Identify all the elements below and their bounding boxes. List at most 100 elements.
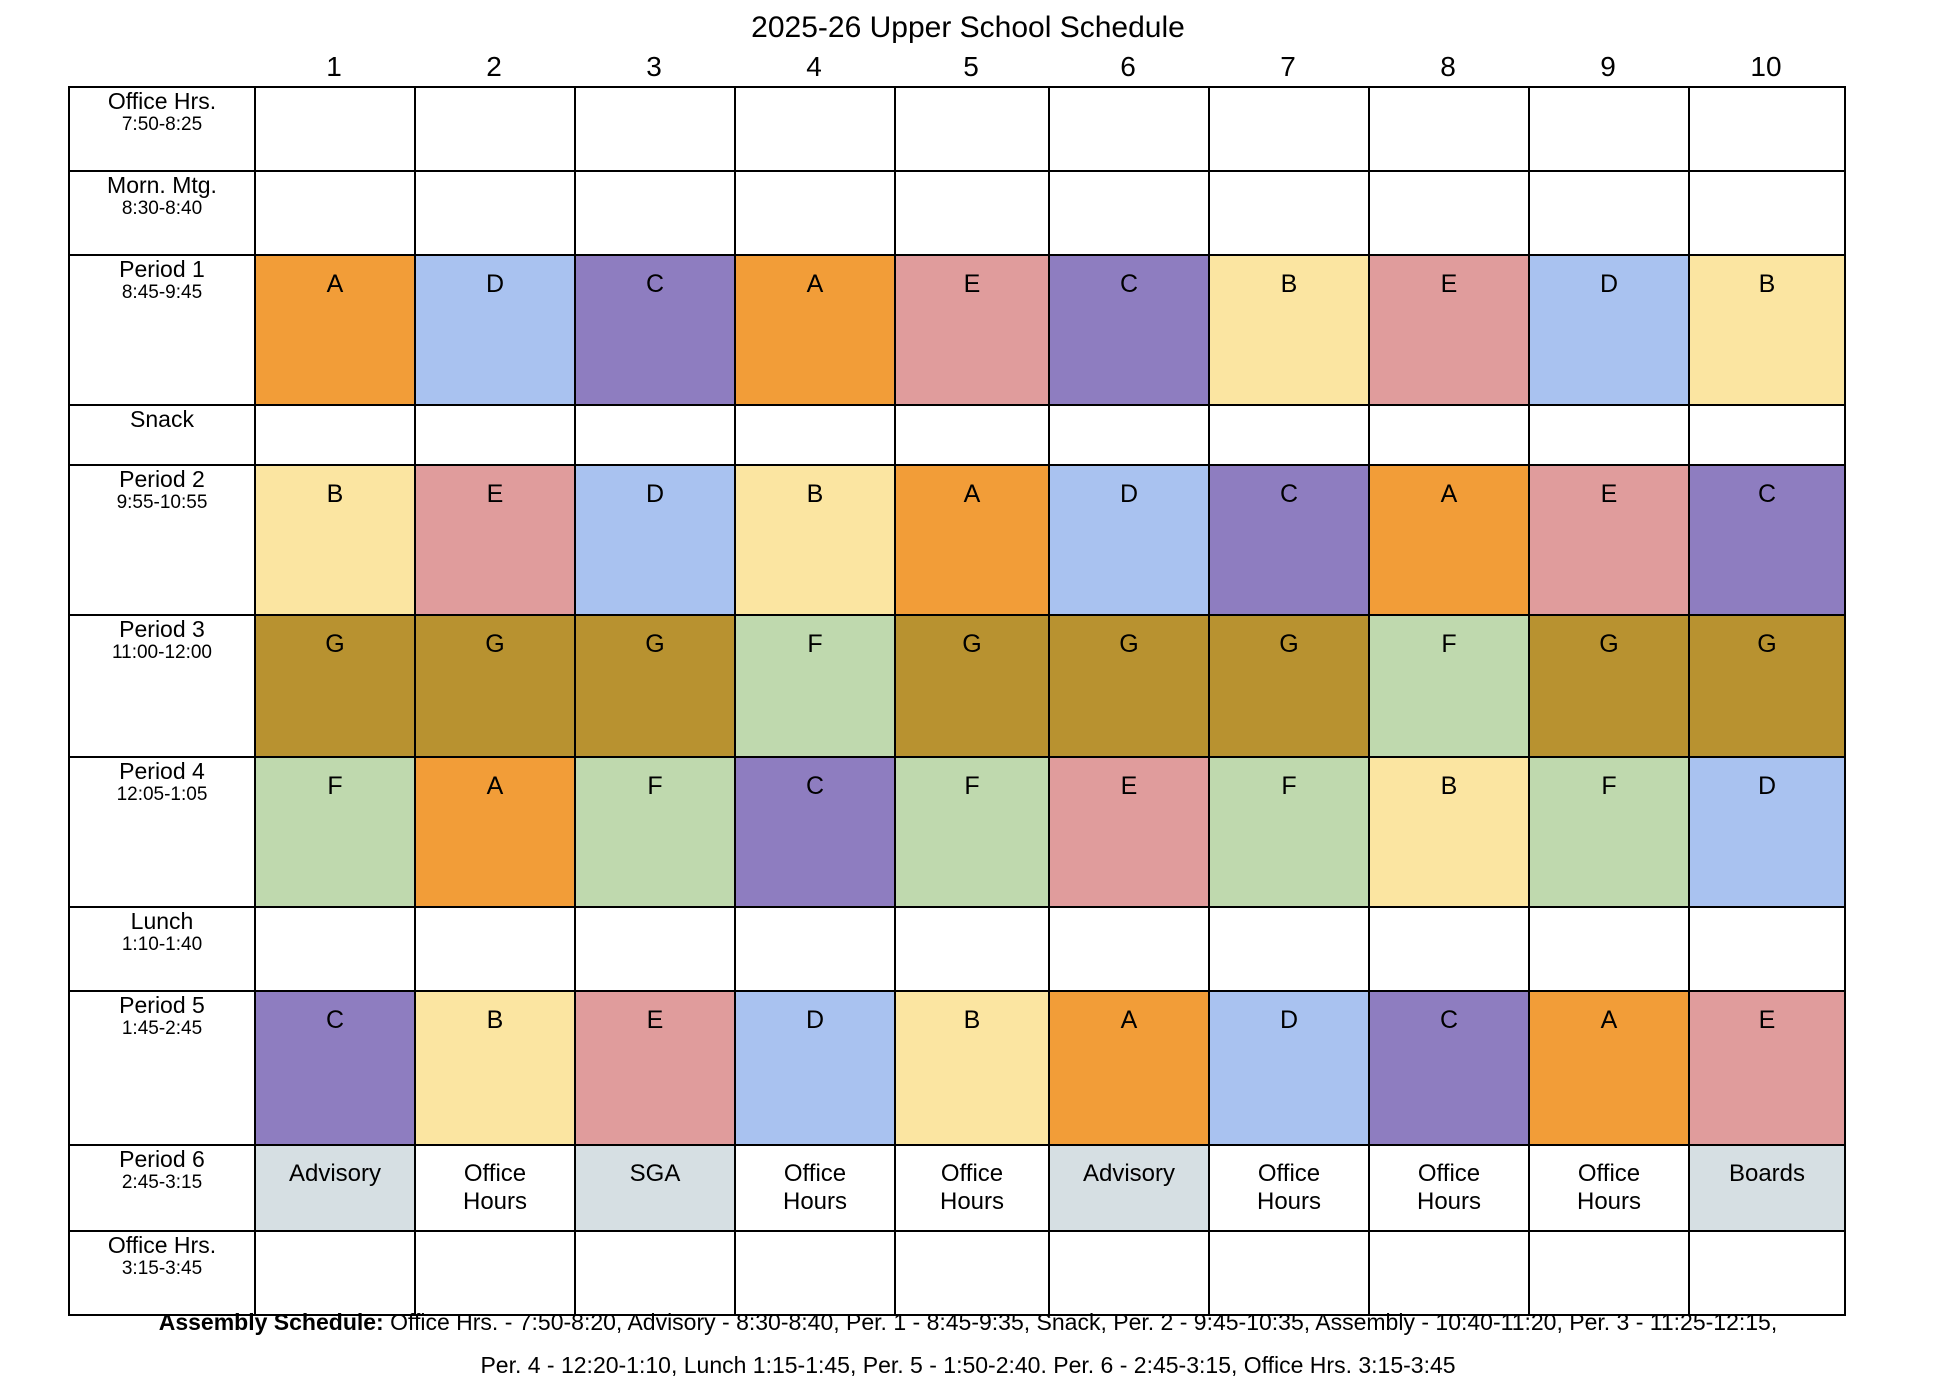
schedule-grid: Office Hrs. 7:50-8:25 Morn. Mtg. 8:30-8:40 P… — [68, 86, 1846, 1316]
row-label: Office Hrs. 7:50-8:25 — [68, 86, 256, 172]
day-header-8: 8 — [1440, 51, 1456, 82]
schedule-cell — [1048, 170, 1210, 256]
row-label-name: Period 6 — [119, 1146, 205, 1172]
block-letter: G — [1279, 630, 1299, 658]
schedule-cell: Office Hours — [1528, 1144, 1690, 1232]
schedule-cell: E — [574, 990, 736, 1146]
schedule-cell: B — [1208, 254, 1370, 406]
block-letter: E — [486, 480, 504, 508]
schedule-cell: F — [254, 756, 416, 908]
block-letter: F — [964, 772, 980, 800]
day-header-3: 3 — [646, 51, 662, 82]
schedule-cell — [574, 170, 736, 256]
block-letter: B — [486, 1006, 504, 1034]
schedule-cell — [1048, 1230, 1210, 1316]
schedule-row: Lunch 1:10-1:40 — [68, 906, 1846, 992]
schedule-cell: F — [574, 756, 736, 908]
schedule-cell — [1368, 86, 1530, 172]
row-label-time: 11:00-12:00 — [111, 642, 212, 663]
row-label: Morn. Mtg. 8:30-8:40 — [68, 170, 256, 256]
schedule-cell: SGA — [574, 1144, 736, 1232]
schedule-cell — [894, 170, 1050, 256]
day-header-6: 6 — [1120, 51, 1136, 82]
schedule-cell: B — [894, 990, 1050, 1146]
schedule-cell: D — [1208, 990, 1370, 1146]
block-letter: B — [326, 480, 344, 508]
schedule-row: Morn. Mtg. 8:30-8:40 — [68, 170, 1846, 256]
block-letter: F — [1281, 772, 1297, 800]
schedule-cell — [254, 1230, 416, 1316]
block-letter: E — [646, 1006, 664, 1034]
block-letter: F — [1601, 772, 1617, 800]
row-label-time: 1:45-2:45 — [121, 1018, 203, 1039]
activity-label: Office Hours — [417, 1147, 573, 1216]
schedule-cell: E — [414, 464, 576, 616]
schedule-cell — [1208, 906, 1370, 992]
schedule-cell: B — [254, 464, 416, 616]
schedule-cell — [574, 906, 736, 992]
block-letter: D — [645, 480, 665, 508]
row-label: Lunch 1:10-1:40 — [68, 906, 256, 992]
schedule-cell: G — [1528, 614, 1690, 758]
block-letter: C — [1279, 480, 1299, 508]
schedule-cell — [1208, 404, 1370, 466]
schedule-cell: E — [894, 254, 1050, 406]
schedule-cell: A — [1368, 464, 1530, 616]
schedule-cell — [414, 404, 576, 466]
schedule-row: Period 4 12:05-1:05 F A F C F E F B F D — [68, 756, 1846, 908]
block-letter: G — [1599, 630, 1619, 658]
schedule-cell: Advisory — [1048, 1144, 1210, 1232]
schedule-cell — [574, 86, 736, 172]
row-label-name: Lunch — [130, 908, 194, 934]
schedule-cell — [734, 170, 896, 256]
block-letter: A — [326, 270, 344, 298]
block-letter: G — [325, 630, 345, 658]
row-label-time: 8:45-9:45 — [121, 282, 203, 303]
row-label: Period 2 9:55-10:55 — [68, 464, 256, 616]
day-header-1: 1 — [326, 51, 342, 82]
schedule-cell — [1528, 86, 1690, 172]
schedule-cell — [1208, 1230, 1370, 1316]
block-letter: A — [806, 270, 824, 298]
schedule-cell: Office Hours — [894, 1144, 1050, 1232]
activity-label: Advisory — [257, 1147, 413, 1188]
schedule-cell — [574, 1230, 736, 1316]
row-label-name: Period 1 — [119, 256, 205, 282]
block-letter: D — [1599, 270, 1619, 298]
schedule-cell: Office Hours — [414, 1144, 576, 1232]
schedule-cell — [1048, 906, 1210, 992]
schedule-row: Period 1 8:45-9:45 A D C A E C B E D B — [68, 254, 1846, 406]
day-header-9: 9 — [1600, 51, 1616, 82]
schedule-title: 2025-26 Upper School Schedule — [751, 11, 1185, 44]
activity-label-line-1: Office — [1417, 1160, 1481, 1187]
schedule-cell — [254, 906, 416, 992]
schedule-cell — [734, 1230, 896, 1316]
activity-label: Office Hours — [1211, 1147, 1367, 1216]
activity-label-line-2: Hours — [782, 1188, 848, 1215]
schedule-cell — [414, 906, 576, 992]
row-label-time: 9:55-10:55 — [116, 492, 208, 513]
schedule-cell: A — [254, 254, 416, 406]
row-label-name: Period 4 — [119, 758, 205, 784]
activity-label-line-2: Hours — [939, 1188, 1005, 1215]
block-letter: D — [805, 1006, 825, 1034]
row-label: Snack — [68, 404, 256, 466]
schedule-cell — [1688, 906, 1846, 992]
activity-label-line-1: Advisory — [288, 1160, 382, 1187]
schedule-cell: G — [894, 614, 1050, 758]
block-letter: F — [647, 772, 663, 800]
block-letter: C — [805, 772, 825, 800]
schedule-cell — [734, 404, 896, 466]
row-label: Period 4 12:05-1:05 — [68, 756, 256, 908]
schedule-cell: F — [894, 756, 1050, 908]
activity-label: Boards — [1691, 1147, 1843, 1188]
activity-label-line-2: Hours — [1416, 1188, 1482, 1215]
block-letter: C — [1757, 480, 1777, 508]
schedule-cell: C — [574, 254, 736, 406]
block-letter: D — [1757, 772, 1777, 800]
schedule-cell — [1528, 1230, 1690, 1316]
block-letter: F — [807, 630, 823, 658]
schedule-cell — [414, 1230, 576, 1316]
schedule-cell — [254, 170, 416, 256]
row-label: Office Hrs. 3:15-3:45 — [68, 1230, 256, 1316]
